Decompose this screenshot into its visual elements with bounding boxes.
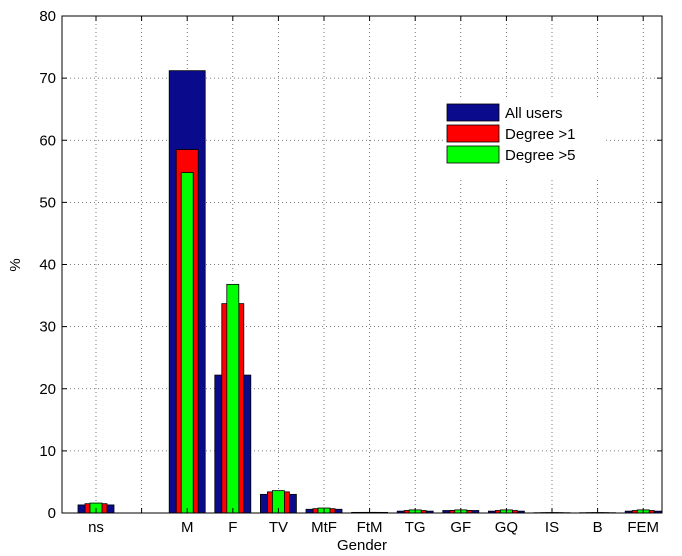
y-tick-label: 70 <box>39 70 56 87</box>
x-tick-label: M <box>181 519 194 536</box>
grid-lines <box>62 16 662 513</box>
x-tick-label: FEM <box>627 519 659 536</box>
legend: All users Degree >1 Degree >5 <box>444 97 606 177</box>
x-axis-ticks: ns M F TV MtF FtM TG GF GQ IS B FEM <box>88 16 659 536</box>
y-tick-label: 0 <box>48 505 56 522</box>
y-tick-label: 60 <box>39 132 56 149</box>
y-tick-label: 30 <box>39 319 56 336</box>
x-tick-label: TG <box>405 519 426 536</box>
y-axis-ticks: 0 10 20 30 40 50 60 70 80 <box>39 8 662 522</box>
legend-label: All users <box>505 105 563 122</box>
x-tick-label: ns <box>88 519 104 536</box>
x-tick-label: IS <box>545 519 559 536</box>
bar <box>180 172 194 514</box>
y-axis-label: % <box>7 258 24 271</box>
x-tick-label: TV <box>269 519 288 536</box>
legend-swatch <box>446 124 500 143</box>
y-tick-label: 40 <box>39 257 56 274</box>
bar <box>226 283 240 514</box>
legend-swatch <box>446 145 500 164</box>
y-tick-label: 80 <box>39 8 56 25</box>
bars <box>77 70 662 514</box>
legend-swatch <box>446 103 500 122</box>
x-tick-label: F <box>228 519 237 536</box>
legend-label: Degree >5 <box>505 147 575 164</box>
x-tick-label: MtF <box>311 519 337 536</box>
x-axis-label: Gender <box>337 537 387 554</box>
y-tick-label: 10 <box>39 443 56 460</box>
x-tick-label: GQ <box>495 519 518 536</box>
legend-label: Degree >1 <box>505 126 575 143</box>
x-tick-label: B <box>593 519 603 536</box>
x-tick-label: FtM <box>357 519 383 536</box>
y-tick-label: 20 <box>39 381 56 398</box>
x-tick-label: GF <box>450 519 471 536</box>
y-tick-label: 50 <box>39 194 56 211</box>
